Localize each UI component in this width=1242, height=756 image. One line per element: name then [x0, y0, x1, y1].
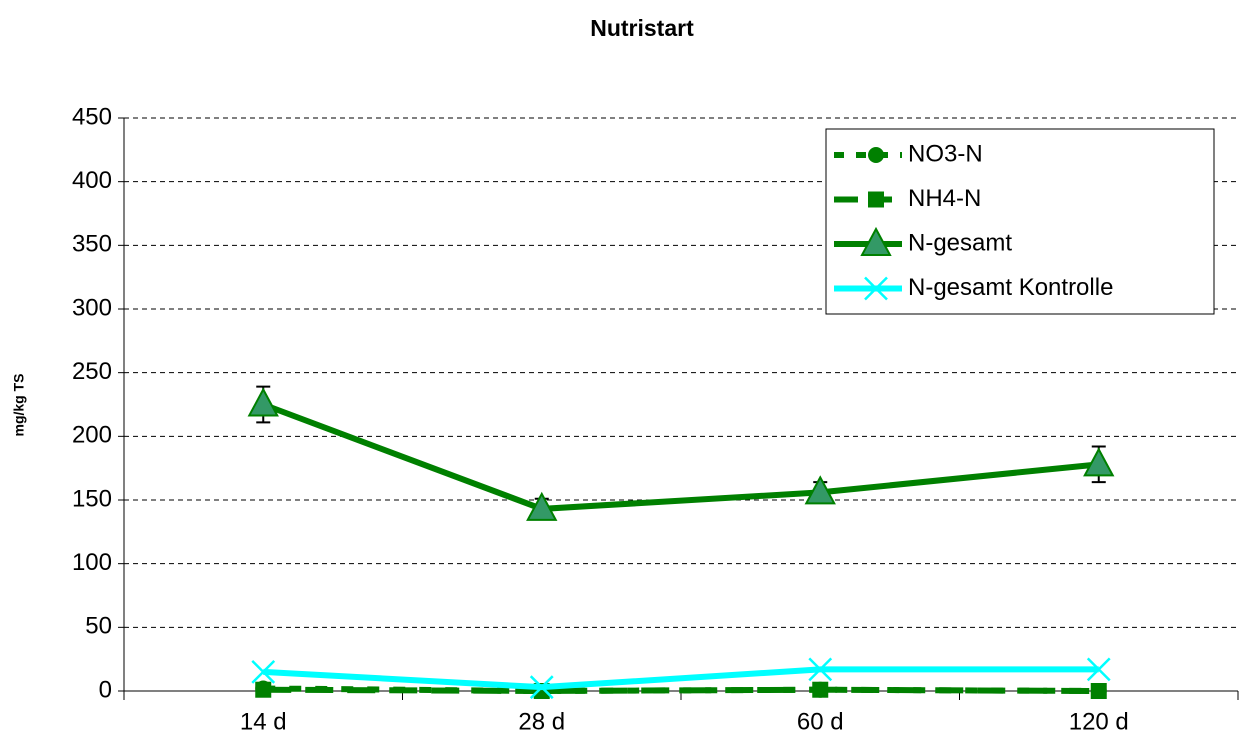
data-point [251, 660, 276, 684]
y-tick-label: 150 [72, 485, 112, 512]
legend-label: N-gesamt [908, 229, 1012, 256]
x-tick-label: 14 d [240, 708, 287, 735]
y-tick-label: 400 [72, 167, 112, 194]
series-line [263, 666, 1099, 691]
x-tick-label: 28 d [518, 708, 565, 735]
legend-marker [860, 226, 892, 256]
y-tick-label: 250 [72, 358, 112, 385]
data-point [804, 475, 836, 505]
data-point [255, 681, 272, 698]
x-tick-label: 120 d [1069, 708, 1129, 735]
y-tick-label: 100 [72, 549, 112, 576]
y-tick-label: 450 [72, 103, 112, 130]
y-tick-label: 50 [85, 613, 112, 640]
data-point [1083, 447, 1115, 477]
data-point [808, 657, 833, 682]
data-point [529, 675, 554, 700]
data-point [1086, 657, 1111, 682]
legend-marker [864, 276, 888, 301]
data-point [812, 681, 829, 698]
series-line [263, 686, 1099, 695]
legend-label: NO3-N [908, 140, 983, 167]
legend-label: NH4-N [908, 185, 981, 212]
data-point [247, 387, 279, 417]
y-axis-label: mg/kg TS [11, 373, 27, 436]
series-line [262, 401, 1100, 512]
legend-marker [868, 191, 884, 208]
legend-box [825, 128, 1215, 315]
legend-marker [868, 147, 884, 163]
data-point [1090, 683, 1107, 699]
legend-label: N-gesamt Kontrolle [908, 274, 1113, 301]
x-tick-label: 60 d [797, 708, 844, 735]
chart-title: Nutristart [590, 15, 694, 41]
y-tick-label: 0 [99, 676, 112, 703]
y-tick-label: 300 [72, 294, 112, 321]
y-tick-label: 350 [72, 231, 112, 258]
data-point [526, 491, 558, 521]
y-tick-label: 200 [72, 422, 112, 449]
